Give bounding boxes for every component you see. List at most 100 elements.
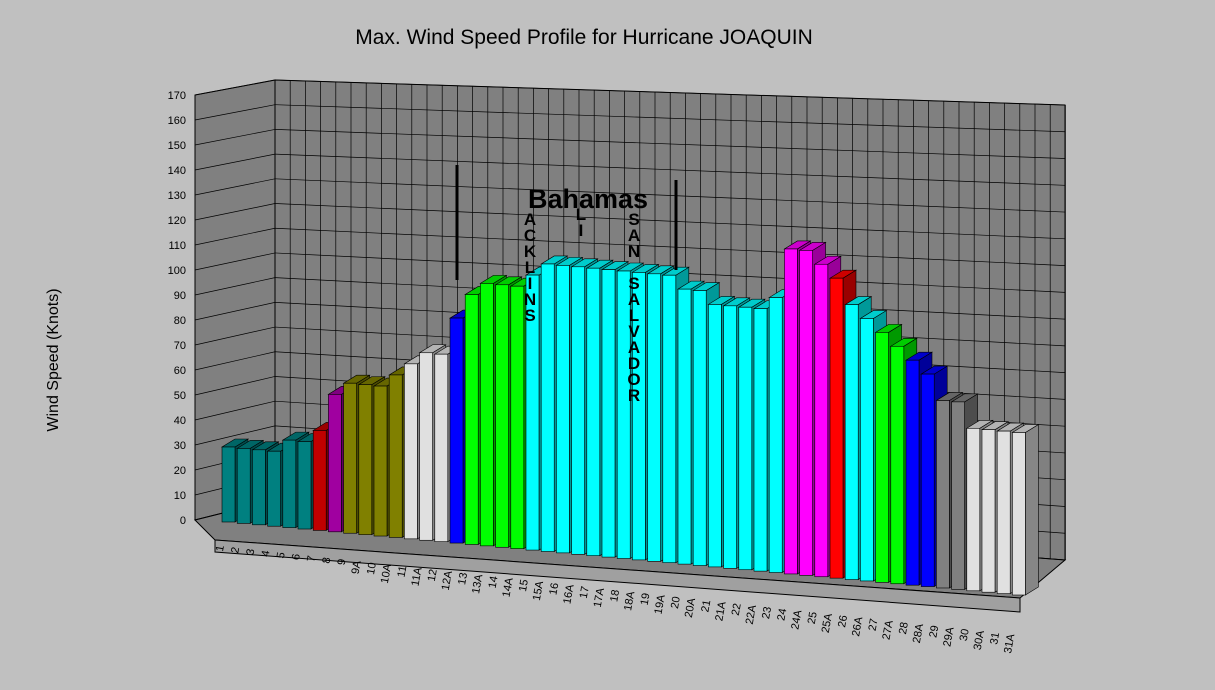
bar-front <box>981 429 996 593</box>
x-tick-label: 23 <box>760 606 774 620</box>
bar-front <box>708 304 722 568</box>
y-tick-label: 10 <box>174 490 186 502</box>
x-tick-label: 31A <box>1002 632 1017 654</box>
x-tick-label: 25 <box>806 611 820 625</box>
bar-front <box>1012 432 1026 596</box>
bar-front <box>388 374 403 538</box>
y-tick-label: 140 <box>168 165 186 177</box>
grid-line <box>194 351 276 371</box>
x-tick-label: 19 <box>639 592 653 606</box>
grid-line <box>194 129 276 146</box>
bar <box>1011 423 1040 596</box>
x-tick-label: 20A <box>683 597 698 619</box>
x-tick-label: 30 <box>958 628 972 642</box>
x-tick-label: 22 <box>730 602 744 616</box>
bar-front <box>844 304 859 580</box>
bar-front <box>632 272 646 561</box>
bar-front <box>662 274 677 564</box>
bar-front <box>753 308 768 572</box>
bar-front <box>936 400 950 589</box>
bar-front <box>434 353 449 542</box>
bar-front <box>860 318 874 582</box>
bar-front <box>738 306 753 571</box>
y-tick-label: 130 <box>168 190 186 202</box>
x-tick-label: 1 <box>214 544 227 552</box>
y-tick-label: 30 <box>174 440 186 452</box>
x-tick-label: 15 <box>517 579 531 593</box>
x-tick-label: 6 <box>290 553 303 561</box>
bar-front <box>601 269 616 558</box>
y-tick-label: 0 <box>180 515 186 527</box>
bar-front <box>267 450 281 527</box>
x-tick-label: 12 <box>426 568 440 582</box>
x-tick-label: 11 <box>396 565 410 578</box>
bar-front <box>480 283 494 547</box>
chart-title: Max. Wind Speed Profile for Hurricane JO… <box>355 26 813 49</box>
x-tick-label: 26A <box>850 615 865 637</box>
x-tick-label: 25A <box>820 612 835 634</box>
y-tick-label: 70 <box>174 340 186 352</box>
x-tick-label: 14A <box>501 576 516 598</box>
bar-front <box>951 401 965 590</box>
bar-front <box>966 427 981 592</box>
bar-front <box>920 373 935 587</box>
x-tick-label: 13 <box>456 572 470 586</box>
grid-line <box>194 302 276 321</box>
x-tick-label: 29A <box>941 626 956 648</box>
x-tick-label: 21A <box>713 600 728 622</box>
bar-front <box>540 263 555 552</box>
x-tick-label: 29 <box>927 625 941 639</box>
grid-line <box>194 153 276 171</box>
grid-line <box>194 400 276 421</box>
bar-side <box>1025 423 1039 596</box>
bar-front <box>449 317 464 544</box>
floor-edge <box>214 539 1021 613</box>
annotation: ACKLINS <box>521 210 540 322</box>
y-axis-label: Wind Speed (Knots) <box>45 288 62 431</box>
x-tick-label: 9A <box>350 559 364 575</box>
bar-front <box>510 285 525 549</box>
bar-front <box>784 248 798 575</box>
bar-front <box>647 273 661 562</box>
grid-line <box>194 252 276 271</box>
x-tick-label: 28 <box>897 621 911 635</box>
x-tick-label: 14 <box>487 575 501 589</box>
bar-front <box>221 446 236 523</box>
bar-front <box>677 288 692 565</box>
grid-line <box>194 376 276 396</box>
bar-front <box>890 345 905 585</box>
x-tick-label: 11A <box>409 566 424 587</box>
bar-front <box>236 448 251 524</box>
bars <box>220 240 1040 596</box>
x-tick-label: 22A <box>744 603 759 625</box>
x-tick-label: 10 <box>365 561 379 575</box>
x-tick-label: 26 <box>836 614 850 628</box>
x-tick-label: 15A <box>531 580 546 602</box>
grid-line <box>194 277 276 296</box>
x-tick-label: 7 <box>305 555 318 563</box>
x-tick-label: 28A <box>911 622 926 644</box>
x-tick-label: 27A <box>881 619 896 641</box>
x-tick-label: 10A <box>379 563 394 585</box>
x-tick-label: 16 <box>547 582 561 596</box>
x-tick-label: 31 <box>988 631 1002 645</box>
grid-line <box>194 326 276 346</box>
bar-front <box>814 263 829 578</box>
bar-front <box>404 363 418 540</box>
x-tick-label: 27 <box>867 618 881 632</box>
grid-line <box>194 425 276 446</box>
bar-front <box>495 284 509 548</box>
annotation: Bahamas <box>528 184 648 214</box>
x-tick-label: 3 <box>244 548 257 556</box>
bar-front <box>373 385 388 537</box>
bar-front <box>252 449 266 526</box>
bar-front <box>996 430 1011 594</box>
bar-front <box>905 359 920 586</box>
x-tick-label: 18A <box>622 590 637 612</box>
y-tick-label: 50 <box>174 390 186 402</box>
y-tick-label: 90 <box>174 290 186 302</box>
x-tick-label: 30A <box>972 629 987 651</box>
x-tick-label: 2 <box>229 546 242 554</box>
bar-front <box>723 305 737 569</box>
x-tick-label: 5 <box>275 551 288 559</box>
